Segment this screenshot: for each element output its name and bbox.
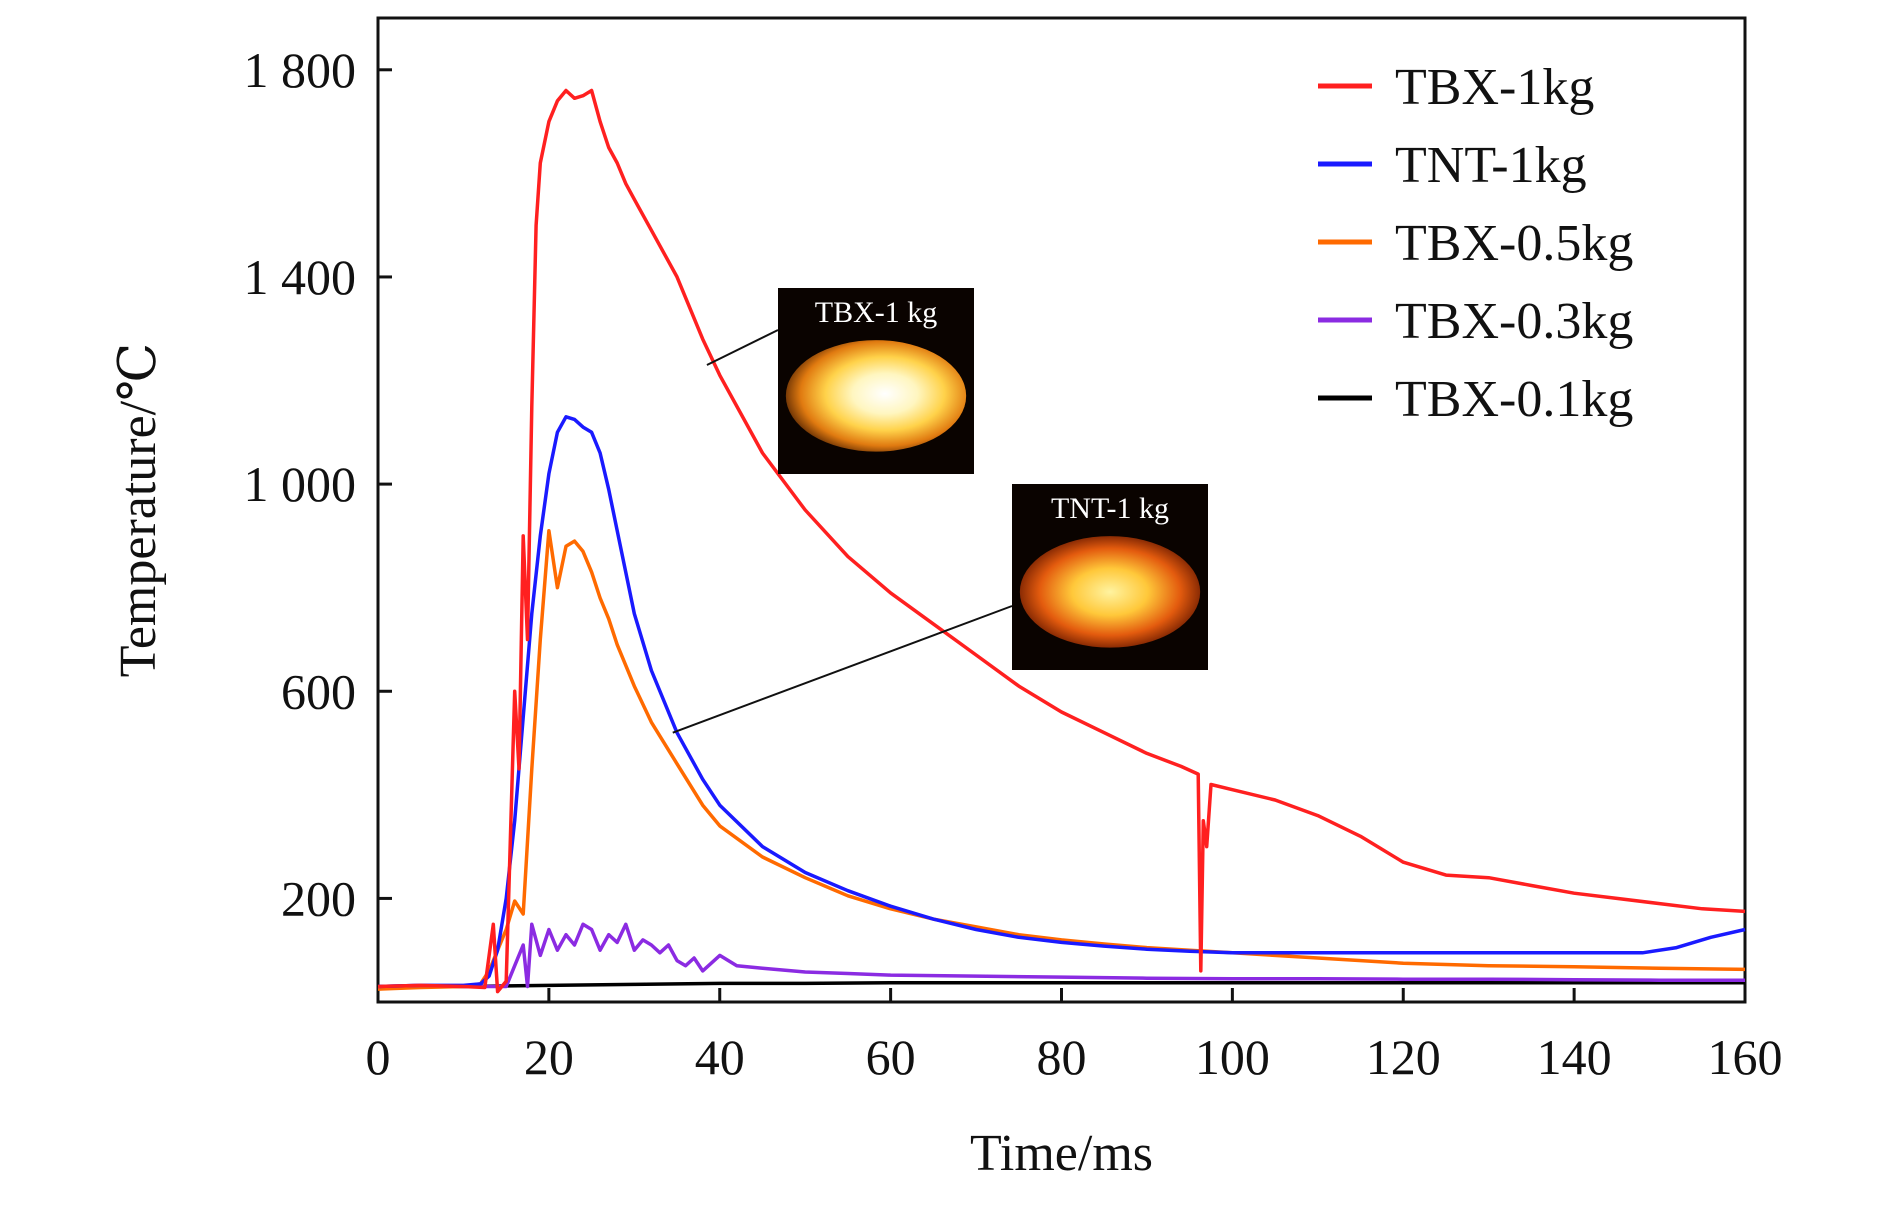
inset-tnt-fireball	[1019, 536, 1201, 648]
y-tick-label: 1 000	[244, 456, 357, 512]
legend-label: TBX-1kg	[1395, 59, 1594, 116]
legend-label: TBX-0.5kg	[1395, 215, 1633, 272]
series-line-tbx-1kg	[377, 88, 1746, 994]
x-tick-label: 120	[1366, 1029, 1441, 1085]
y-tick-label: 600	[281, 663, 356, 719]
x-axis-ticks: 0 20 40 60 80 100 120 140 160	[366, 988, 1783, 1085]
x-tick-label: 100	[1195, 1029, 1270, 1085]
inset-tbx-1kg-photo: TBX-1 kg	[706, 288, 974, 474]
inset-tbx-leader-line	[706, 329, 779, 366]
series-line-tnt-1kg	[377, 415, 1746, 989]
x-tick-label: 40	[695, 1029, 745, 1085]
y-tick-label: 1 800	[244, 42, 357, 98]
inset-tnt-1kg-photo: TNT-1 kg	[672, 484, 1208, 734]
legend: TBX-1kg TNT-1kg TBX-0.5kg TBX-0.3kg TBX-0.1k…	[1318, 59, 1633, 428]
inset-tnt-leader-line	[672, 605, 1013, 734]
y-tick-label: 200	[281, 870, 356, 926]
legend-label: TNT-1kg	[1395, 137, 1587, 194]
inset-tbx-label: TBX-1 kg	[815, 296, 938, 329]
y-axis-title: Temperature/℃	[110, 343, 167, 678]
y-axis-ticks: 200 600 1 000 1 400 1 800	[244, 42, 392, 926]
x-tick-label: 160	[1708, 1029, 1783, 1085]
x-tick-label: 80	[1037, 1029, 1087, 1085]
series-line-tbx-0-1kg	[378, 981, 1745, 989]
x-tick-label: 60	[866, 1029, 916, 1085]
legend-label: TBX-0.3kg	[1395, 293, 1633, 350]
x-tick-label: 0	[366, 1029, 391, 1085]
inset-tnt-label: TNT-1 kg	[1051, 492, 1169, 525]
legend-label: TBX-0.1kg	[1395, 371, 1633, 428]
series-line-tbx-0-3kg	[377, 922, 1745, 989]
series-layer	[377, 88, 1746, 994]
x-tick-label: 20	[524, 1029, 574, 1085]
inset-tbx-fireball	[785, 340, 967, 452]
y-tick-label: 1 400	[244, 249, 357, 305]
x-tick-label: 140	[1537, 1029, 1612, 1085]
x-axis-title: Time/ms	[970, 1125, 1153, 1182]
